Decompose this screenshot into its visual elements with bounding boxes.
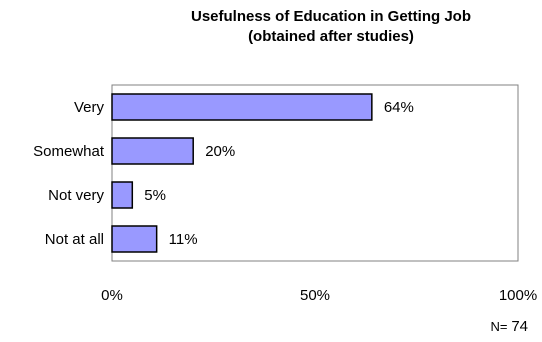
data-label: 5% [144,187,166,204]
category-label: Not very [48,187,104,204]
bar-not-very [111,181,134,209]
data-label: 64% [384,99,414,116]
x-tick-label: 0% [101,287,123,304]
x-tick-label: 100% [499,287,537,304]
sample-size-note: N= 74 [490,318,528,335]
bar-very [111,93,373,121]
data-label: 20% [205,143,235,160]
bar-not-at-all [111,225,158,253]
sample-size-prefix: N= [490,319,508,334]
bar-somewhat [111,137,194,165]
category-label: Somewhat [33,143,105,160]
x-tick-label: 50% [300,287,330,304]
category-label: Very [74,99,105,116]
chart-title-line-2: (obtained after studies) [248,28,414,45]
data-label: 11% [169,231,198,248]
sample-size-value: 74 [511,318,528,335]
chart-title-line-1: Usefulness of Education in Getting Job [190,8,472,25]
category-label: Not at all [45,231,104,248]
